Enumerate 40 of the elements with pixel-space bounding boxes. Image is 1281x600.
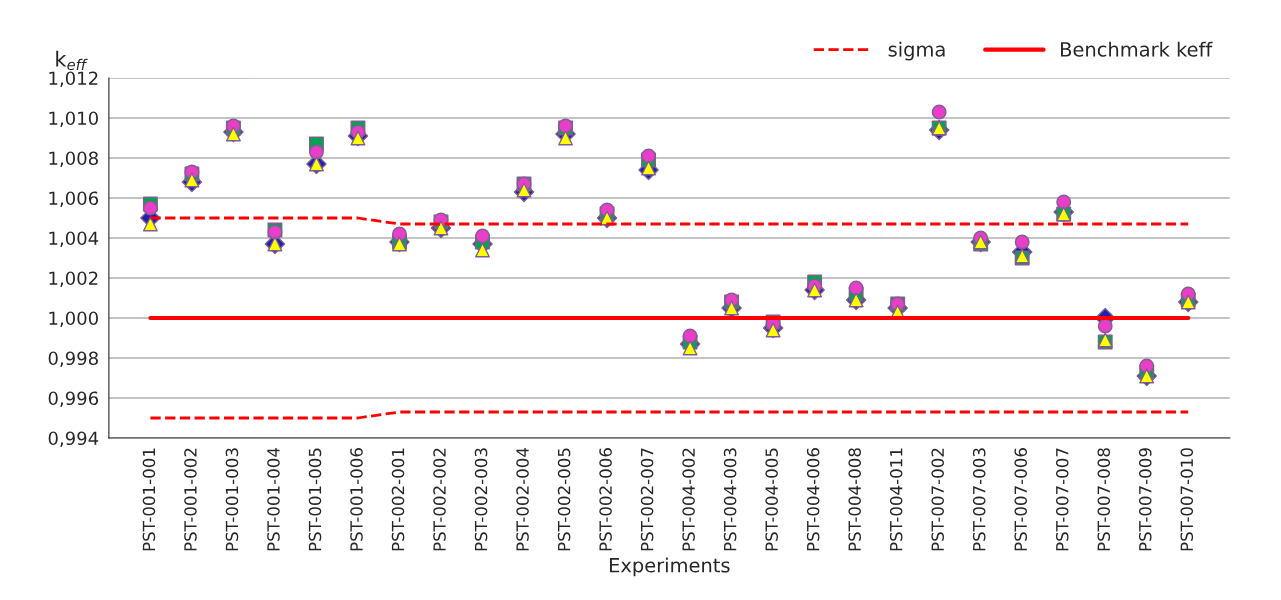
x-axis-title: Experiments xyxy=(609,557,730,577)
y-tick-label: 0,994 xyxy=(48,431,99,447)
x-tick-label: PST-001-003 xyxy=(225,448,239,551)
x-tick-label: PST-007-003 xyxy=(972,448,986,551)
y-axis-title: k$_{eff}$ xyxy=(56,50,88,71)
x-tick-label: PST-002-007 xyxy=(640,448,654,551)
x-tick-label: PST-007-002 xyxy=(931,448,944,551)
y-tick-label: 1,010 xyxy=(49,111,98,127)
x-tick-label: PST-001-005 xyxy=(308,448,322,551)
x-tick-label: PST-002-006 xyxy=(599,448,612,551)
legend-label: Benchmark keff xyxy=(1061,41,1213,57)
x-tick-label: PST-001-006 xyxy=(350,448,363,551)
x-tick-label: PST-007-008 xyxy=(1097,448,1111,551)
x-tick-label: PST-004-006 xyxy=(806,448,820,551)
x-tick-label: PST-001-001 xyxy=(142,448,156,551)
x-tick-label: PST-004-005 xyxy=(765,448,778,551)
y-tick-label: 1,006 xyxy=(49,191,99,207)
x-tick-label: PST-007-010 xyxy=(1180,448,1194,551)
x-tick-label: PST-004-002 xyxy=(682,448,695,551)
y-tick-label: 1,004 xyxy=(49,231,99,247)
legend-label: sigma xyxy=(888,41,945,61)
x-tick-label: PST-002-003 xyxy=(474,448,488,551)
y-tick-label: 1,012 xyxy=(49,71,98,87)
x-tick-label: PST-002-002 xyxy=(433,448,446,551)
x-tick-label: PST-004-003 xyxy=(723,448,737,551)
y-tick-label: 1,000 xyxy=(49,311,98,327)
x-tick-label: PST-002-005 xyxy=(557,448,571,551)
x-tick-label: PST-002-001 xyxy=(391,448,405,551)
y-tick-label: 1,002 xyxy=(49,271,98,287)
x-tick-label: PST-007-007 xyxy=(1055,448,1069,551)
y-tick-label: 0,998 xyxy=(48,351,98,367)
x-tick-label: PST-004-011 xyxy=(889,448,903,551)
x-tick-label: PST-007-006 xyxy=(1014,448,1028,551)
y-tick-label: 1,008 xyxy=(49,151,98,167)
x-tick-label: PST-007-009 xyxy=(1138,448,1152,551)
y-tick-label: 0,996 xyxy=(48,391,99,407)
x-tick-label: PST-001-004 xyxy=(267,447,280,551)
x-tick-label: PST-001-002 xyxy=(184,448,197,551)
x-tick-label: PST-004-008 xyxy=(848,448,861,551)
x-tick-label: PST-002-004 xyxy=(516,447,529,551)
